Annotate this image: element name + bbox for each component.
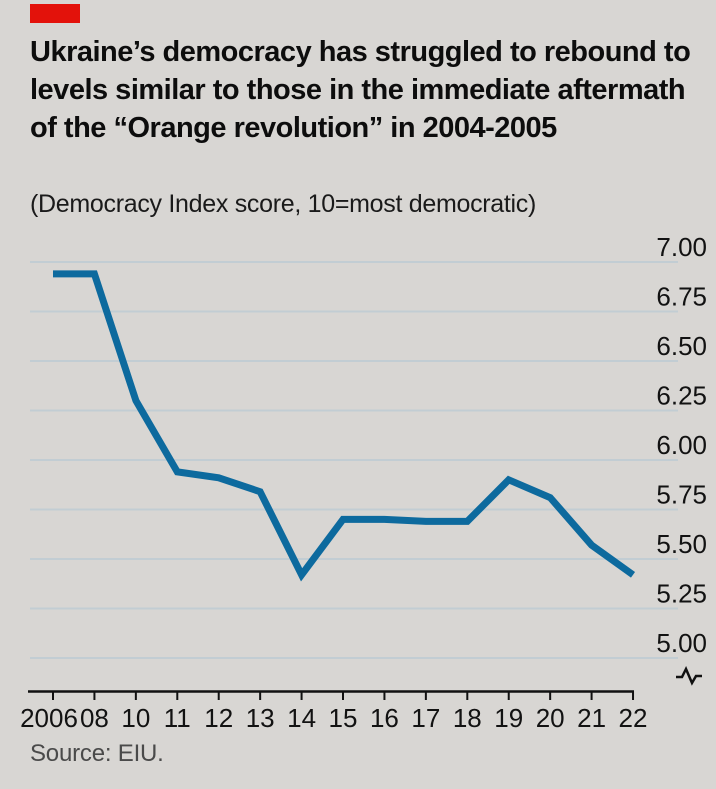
chart-title: Ukraine’s democracy has struggled to reb… (30, 36, 691, 144)
y-axis-label: 5.50 (656, 529, 707, 559)
y-axis-label: 5.75 (656, 480, 707, 510)
x-axis-label: 2006 (20, 703, 78, 733)
y-axis-label: 6.50 (656, 331, 707, 361)
x-axis-label: 21 (577, 703, 606, 733)
x-axis-label: 10 (121, 703, 150, 733)
y-axis-label: 6.75 (656, 282, 707, 312)
source-note: Source: EIU. (30, 740, 164, 767)
x-axis-label: 14 (287, 703, 316, 733)
y-axis-label: 7.00 (656, 232, 707, 262)
x-axis-label: 12 (204, 703, 233, 733)
y-axis-label: 5.25 (656, 579, 707, 609)
y-axis-label: 6.25 (656, 381, 707, 411)
series-line (53, 270, 636, 582)
x-axis-label: 17 (411, 703, 440, 733)
red-accent-bar (30, 4, 80, 23)
x-axis-label: 15 (329, 703, 358, 733)
x-axis-label: 22 (619, 703, 648, 733)
chart-subtitle: (Democracy Index score, 10=most democrat… (30, 190, 537, 218)
y-axis-label: 5.00 (656, 628, 707, 658)
axis-break-icon (676, 666, 702, 686)
x-axis-label: 19 (494, 703, 523, 733)
x-axis-label: 08 (80, 703, 109, 733)
x-axis-label: 18 (453, 703, 482, 733)
x-axis-label: 20 (536, 703, 565, 733)
x-axis-label: 16 (370, 703, 399, 733)
x-axis-label: 11 (164, 703, 191, 733)
x-axis-label: 13 (246, 703, 275, 733)
y-axis-label: 6.00 (656, 430, 707, 460)
